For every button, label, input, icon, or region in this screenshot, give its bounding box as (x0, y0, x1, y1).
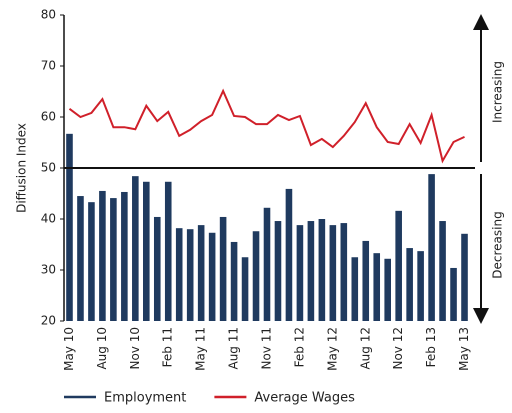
x-tick-label: May 10 (62, 327, 76, 371)
x-tick-label: May 11 (194, 327, 208, 371)
y-tick-label: 70 (41, 59, 56, 73)
x-tick-label: Feb 13 (424, 327, 438, 367)
bar (461, 233, 468, 321)
x-tick-label: Aug 11 (227, 327, 241, 370)
bar (219, 216, 227, 321)
bar (406, 248, 413, 321)
y-tick-label: 40 (41, 212, 56, 226)
x-tick-label: Nov 10 (128, 327, 142, 370)
bar (373, 253, 381, 321)
y-tick-label: 20 (41, 314, 56, 328)
bar (428, 174, 435, 321)
bar (77, 196, 84, 321)
bar (351, 257, 359, 321)
bar (241, 257, 249, 321)
bar (395, 210, 402, 321)
x-tick-label: May 13 (457, 327, 471, 371)
bar (175, 228, 183, 321)
bar (197, 225, 205, 321)
bar (153, 216, 161, 321)
bar (263, 207, 271, 321)
bar (307, 221, 315, 321)
x-tick-label: Feb 11 (161, 327, 175, 367)
bar (329, 225, 337, 321)
bar (230, 241, 238, 321)
bar (186, 229, 194, 321)
y-tick-label: 30 (41, 263, 56, 277)
bar (285, 188, 293, 321)
bar (362, 240, 370, 321)
bar (110, 198, 117, 321)
bar (318, 219, 326, 321)
bar (384, 258, 391, 321)
y-tick-label: 50 (41, 161, 56, 175)
line (68, 88, 465, 164)
bar (274, 221, 282, 321)
bar (121, 191, 128, 321)
annotation: Increasing (491, 61, 505, 123)
x-tick-label: Aug 10 (95, 327, 109, 370)
legend-label: Employment (104, 391, 186, 406)
bar (66, 133, 73, 321)
y-tick-label: 80 (41, 8, 56, 22)
bar (88, 202, 95, 321)
y-axis-label: Diffusion Index (15, 123, 29, 213)
bar (417, 251, 424, 321)
bar (99, 190, 106, 321)
bar (132, 176, 139, 321)
bar (208, 232, 216, 321)
y-tick-label: 60 (41, 110, 56, 124)
x-tick-label: Nov 12 (391, 327, 405, 370)
x-tick-label: Nov 11 (260, 327, 274, 370)
bar (164, 181, 172, 321)
bar (340, 223, 348, 321)
x-tick-label: Aug 12 (358, 327, 372, 370)
legend-label: Average Wages (254, 391, 355, 406)
x-tick-label: Feb 12 (292, 327, 306, 367)
bar (439, 221, 446, 321)
annotation: Decreasing (491, 211, 505, 278)
x-tick-label: May 12 (325, 327, 339, 371)
bar (450, 267, 457, 321)
bar (143, 181, 150, 321)
bar (296, 225, 304, 321)
bar (252, 231, 260, 321)
